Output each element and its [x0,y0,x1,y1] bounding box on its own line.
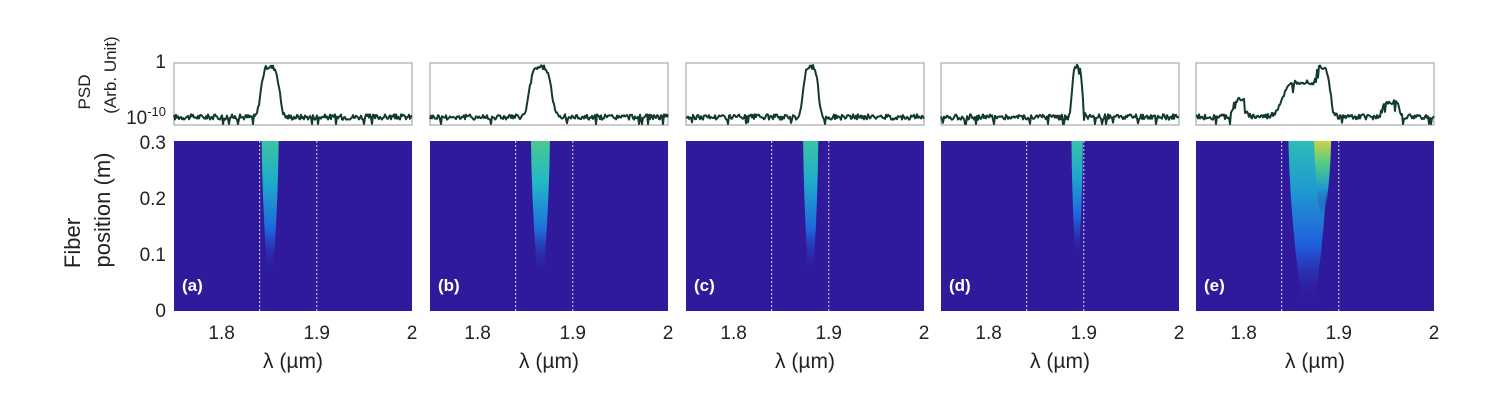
panel-1: (a) 1.8 1.9 2 λ (µm) [173,62,418,373]
map-plume [261,141,279,277]
xaxis-label: λ (µm) [1030,350,1090,373]
xaxis-label: λ (µm) [775,350,835,373]
panel-label: (b) [438,276,460,295]
map-ytick-1: 0.2 [140,189,166,210]
xtick-label: 1.9 [1071,323,1097,344]
psd-series [173,64,413,125]
map-ylabel-line2: position (m) [90,153,115,268]
map-background [941,141,1179,311]
panels: (a) 1.8 1.9 2 λ (µm) (b) 1.8 1.9 2 λ (µm) (c) 1.8 1.… [173,62,1440,373]
xtick-label: 1.8 [464,323,490,344]
map-ytick-0: 0.3 [140,133,166,154]
panel-4: (d) 1.8 1.9 2 λ (µm) [940,62,1185,373]
panel-3: (c) 1.8 1.9 2 λ (µm) [685,62,930,373]
psd-ylabel-line2: (Arb. Unit) [101,36,120,113]
psd-series [685,64,925,125]
psd-series [1195,64,1435,125]
xtick-label: 1.8 [208,323,234,344]
map-ytick-2: 0.1 [140,245,166,266]
map-plume [803,141,819,277]
psd-frame [429,62,669,126]
psd-series [429,64,669,125]
psd-ylabel-line1: PSD [75,75,94,110]
map-plume [530,141,550,277]
xtick-label: 2 [1429,323,1440,344]
xaxis-label: λ (µm) [263,350,323,373]
xaxis-label: λ (µm) [519,350,579,373]
panel-label: (d) [949,276,971,295]
panel-label: (c) [694,276,715,295]
panel-2: (b) 1.8 1.9 2 λ (µm) [429,62,674,373]
psd-frame [173,62,413,126]
panel-label: (a) [182,276,203,295]
xtick-label: 1.9 [560,323,586,344]
map-ytick-3: 0 [155,301,166,322]
xtick-label: 2 [1174,323,1185,344]
xtick-label: 2 [663,323,674,344]
map-plume [1071,141,1083,260]
map-background [174,141,412,311]
xtick-label: 2 [407,323,418,344]
panel-label: (e) [1204,276,1225,295]
xtick-label: 1.8 [975,323,1001,344]
psd-frame [1195,62,1435,126]
xtick-label: 1.8 [1230,323,1256,344]
xtick-label: 1.9 [816,323,842,344]
xtick-label: 1.9 [304,323,330,344]
psd-frame [685,62,925,126]
xtick-label: 1.9 [1326,323,1352,344]
xtick-label: 2 [919,323,930,344]
panel-5: (e) 1.8 1.9 2 λ (µm) [1195,62,1440,373]
map-ylabel-line1: Fiber [60,218,85,268]
xtick-label: 1.8 [720,323,746,344]
psd-series [940,63,1180,125]
psd-ytick-top: 1 [155,52,166,73]
psd-ytick-bottom: 10-10 [126,104,166,129]
xaxis-label: λ (µm) [1285,350,1345,373]
psd-frame [940,62,1180,126]
map-plume [1314,141,1332,215]
